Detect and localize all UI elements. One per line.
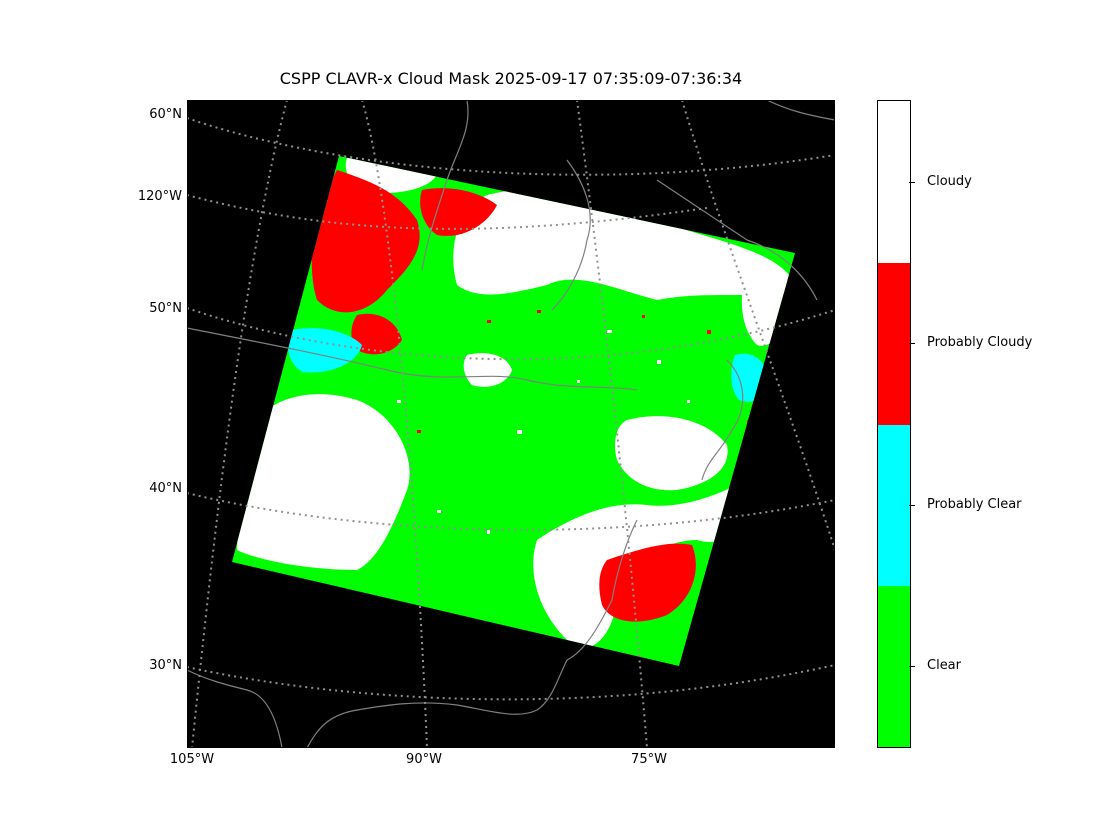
- cloud-speckles: [397, 330, 690, 534]
- lat-label-30n: 30°N: [149, 658, 182, 673]
- lat-label-60n: 60°N: [149, 107, 182, 122]
- colorbar-segment-probably-cloudy: [878, 263, 910, 425]
- colorbar: [877, 100, 911, 748]
- lon-label-90w: 90°W: [406, 752, 442, 767]
- probably-cloudy-region-northwest: [311, 170, 420, 313]
- legend-label-probably-clear: Probably Clear: [927, 497, 1022, 512]
- probably-cloudy-region-north: [420, 188, 497, 236]
- lon-label-120w: 120°W: [137, 189, 182, 204]
- legend-label-cloudy: Cloudy: [927, 174, 972, 189]
- lon-label-75w: 75°W: [631, 752, 667, 767]
- colorbar-tick-probably-clear: [909, 505, 915, 506]
- probably-cloudy-region-center: [351, 313, 402, 355]
- probably-clear-region-west: [288, 328, 362, 373]
- colorbar-segment-clear: [878, 586, 910, 747]
- colorbar-tick-cloudy: [909, 182, 915, 183]
- colorbar-segment-probably-clear: [878, 425, 910, 586]
- probably-cloudy-region-southeast: [599, 543, 696, 622]
- legend-label-clear: Clear: [927, 658, 961, 673]
- coastlines: [187, 100, 835, 748]
- graticule: [187, 100, 835, 748]
- cloudy-region-west: [237, 394, 410, 570]
- satellite-swath: [232, 156, 795, 666]
- legend-label-probably-cloudy: Probably Cloudy: [927, 335, 1033, 350]
- colorbar-tick-probably-cloudy: [909, 343, 915, 344]
- lat-label-40n: 40°N: [149, 481, 182, 496]
- cloudy-region-east: [615, 416, 728, 491]
- lat-label-50n: 50°N: [149, 301, 182, 316]
- cloudy-region-northeast: [453, 188, 795, 300]
- colorbar-tick-clear: [909, 666, 915, 667]
- lon-label-105w: 105°W: [169, 752, 215, 767]
- cloud-mask-map: [187, 100, 835, 748]
- colorbar-segment-cloudy: [878, 101, 910, 263]
- map-title: CSPP CLAVR-x Cloud Mask 2025-09-17 07:35…: [279, 69, 743, 88]
- cloudy-region-small: [463, 353, 512, 387]
